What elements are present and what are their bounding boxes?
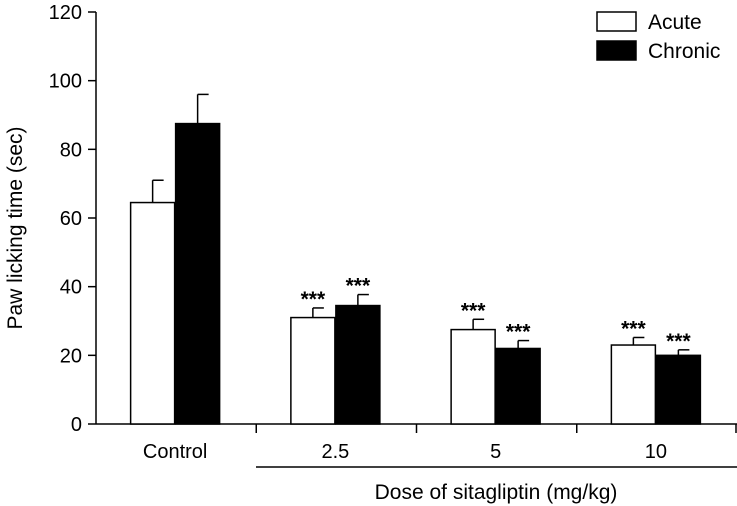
y-tick-label: 80: [60, 139, 82, 161]
significance-marker: ***: [461, 299, 486, 322]
bar-acute-1: [290, 316, 336, 425]
bars: *** *** *** *** *** ***: [129, 93, 702, 425]
y-axis-title: Paw licking time (sec): [4, 126, 27, 329]
bar-chronic-0: [174, 122, 221, 425]
y-tick-label: 60: [60, 208, 82, 230]
legend-label-acute: Acute: [648, 11, 702, 34]
significance-marker: ***: [301, 288, 326, 311]
x-axis-title: Dose of sitagliptin (mg/kg): [375, 481, 618, 504]
y-tick-label: 0: [71, 414, 82, 436]
significance-marker: ***: [666, 330, 691, 353]
x-category-label: 10: [645, 441, 667, 463]
significance-marker: ***: [506, 321, 531, 344]
bar-acute-3: [610, 344, 657, 425]
bar-chronic-2: [495, 347, 541, 425]
x-category-label: 5: [490, 441, 501, 463]
x-category-label: 2.5: [321, 441, 349, 463]
y-tick-label: 40: [60, 277, 82, 299]
legend-swatch-chronic: [596, 40, 637, 61]
y-tick-label: 20: [60, 345, 82, 367]
bar-acute-2: [450, 328, 496, 425]
significance-marker: ***: [621, 317, 646, 340]
x-category-label: Control: [143, 441, 207, 463]
bar-chronic-1: [335, 304, 381, 425]
y-tick-label: 100: [49, 71, 82, 93]
significance-marker: ***: [346, 275, 371, 298]
legend-swatch-acute: [596, 11, 637, 32]
bar-chronic-3: [655, 354, 702, 425]
legend: Acute Chronic: [596, 11, 720, 63]
y-tick-label: 120: [49, 2, 82, 24]
category-labels: Control 2.5 5 10: [143, 441, 667, 463]
bar-acute-0: [129, 201, 176, 425]
legend-label-chronic: Chronic: [648, 40, 720, 63]
